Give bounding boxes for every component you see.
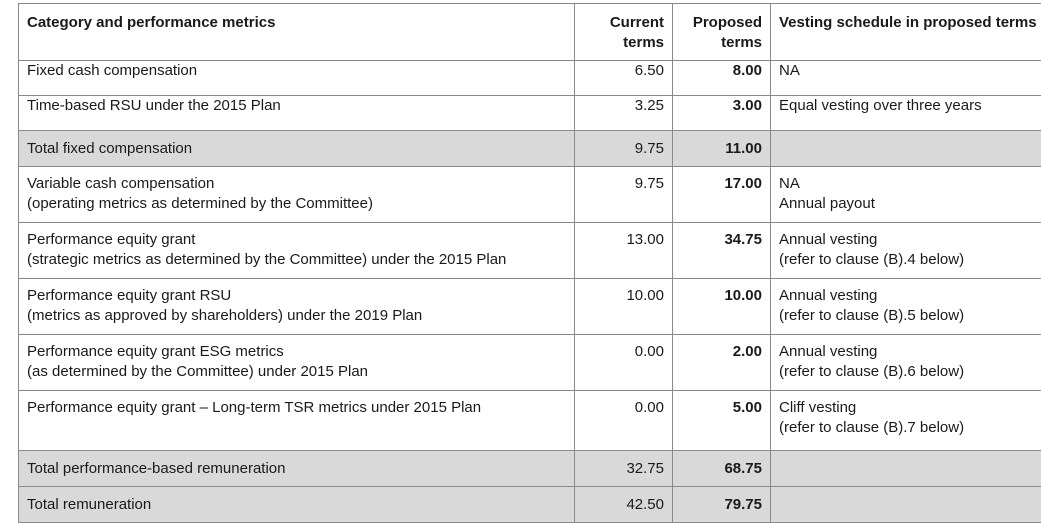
category-cell: Performance equity grant RSU(metrics as … — [19, 279, 575, 335]
category-cell: Fixed cash compensation — [19, 61, 575, 96]
category-cell: Time-based RSU under the 2015 Plan — [19, 96, 575, 131]
vesting-cell: Cliff vesting(refer to clause (B).7 belo… — [771, 391, 1041, 451]
proposed-terms-cell: 5.00 — [673, 391, 771, 451]
table-row: Performance equity grant – Long-term TSR… — [19, 391, 1041, 451]
category-cell: Total fixed compensation — [19, 131, 575, 167]
vesting-cell: Annual vesting(refer to clause (B).6 bel… — [771, 335, 1041, 391]
proposed-terms-cell: 10.00 — [673, 279, 771, 335]
summary-row: Total fixed compensation 9.75 11.00 — [19, 131, 1041, 167]
current-terms-cell: 9.75 — [575, 167, 673, 223]
current-terms-cell: 13.00 — [575, 223, 673, 279]
vesting-cell — [771, 487, 1041, 523]
category-cell: Variable cash compensation(operating met… — [19, 167, 575, 223]
category-cell: Performance equity grant ESG metrics(as … — [19, 335, 575, 391]
summary-row: Total remuneration 42.50 79.75 — [19, 487, 1041, 523]
category-cell: Total performance-based remuneration — [19, 451, 575, 487]
table-row: Performance equity grant ESG metrics(as … — [19, 335, 1041, 391]
current-terms-cell: 9.75 — [575, 131, 673, 167]
remuneration-table: Category and performance metrics Current… — [18, 3, 1041, 523]
table-row: Fixed cash compensation 6.50 8.00 NA — [19, 61, 1041, 96]
vesting-cell — [771, 131, 1041, 167]
proposed-terms-cell: 34.75 — [673, 223, 771, 279]
proposed-terms-cell: 68.75 — [673, 451, 771, 487]
proposed-terms-cell: 11.00 — [673, 131, 771, 167]
proposed-terms-cell: 17.00 — [673, 167, 771, 223]
table-row: Performance equity grant RSU(metrics as … — [19, 279, 1041, 335]
table-row: Variable cash compensation(operating met… — [19, 167, 1041, 223]
current-terms-cell: 0.00 — [575, 335, 673, 391]
category-cell: Total remuneration — [19, 487, 575, 523]
category-cell: Performance equity grant – Long-term TSR… — [19, 391, 575, 451]
vesting-cell: Annual vesting(refer to clause (B).5 bel… — [771, 279, 1041, 335]
current-terms-cell: 42.50 — [575, 487, 673, 523]
header-category: Category and performance metrics — [19, 4, 575, 61]
proposed-terms-cell: 3.00 — [673, 96, 771, 131]
vesting-cell: Annual vesting(refer to clause (B).4 bel… — [771, 223, 1041, 279]
category-cell: Performance equity grant(strategic metri… — [19, 223, 575, 279]
current-terms-cell: 10.00 — [575, 279, 673, 335]
vesting-cell — [771, 451, 1041, 487]
proposed-terms-cell: 79.75 — [673, 487, 771, 523]
current-terms-cell: 3.25 — [575, 96, 673, 131]
table-row: Performance equity grant(strategic metri… — [19, 223, 1041, 279]
proposed-terms-cell: 8.00 — [673, 61, 771, 96]
vesting-cell: Equal vesting over three years — [771, 96, 1041, 131]
vesting-cell: NA — [771, 61, 1041, 96]
summary-row: Total performance-based remuneration 32.… — [19, 451, 1041, 487]
header-vesting-schedule: Vesting schedule in proposed terms — [771, 4, 1041, 61]
proposed-terms-cell: 2.00 — [673, 335, 771, 391]
current-terms-cell: 6.50 — [575, 61, 673, 96]
table-header-row: Category and performance metrics Current… — [19, 4, 1041, 61]
table-row: Time-based RSU under the 2015 Plan 3.25 … — [19, 96, 1041, 131]
current-terms-cell: 0.00 — [575, 391, 673, 451]
current-terms-cell: 32.75 — [575, 451, 673, 487]
